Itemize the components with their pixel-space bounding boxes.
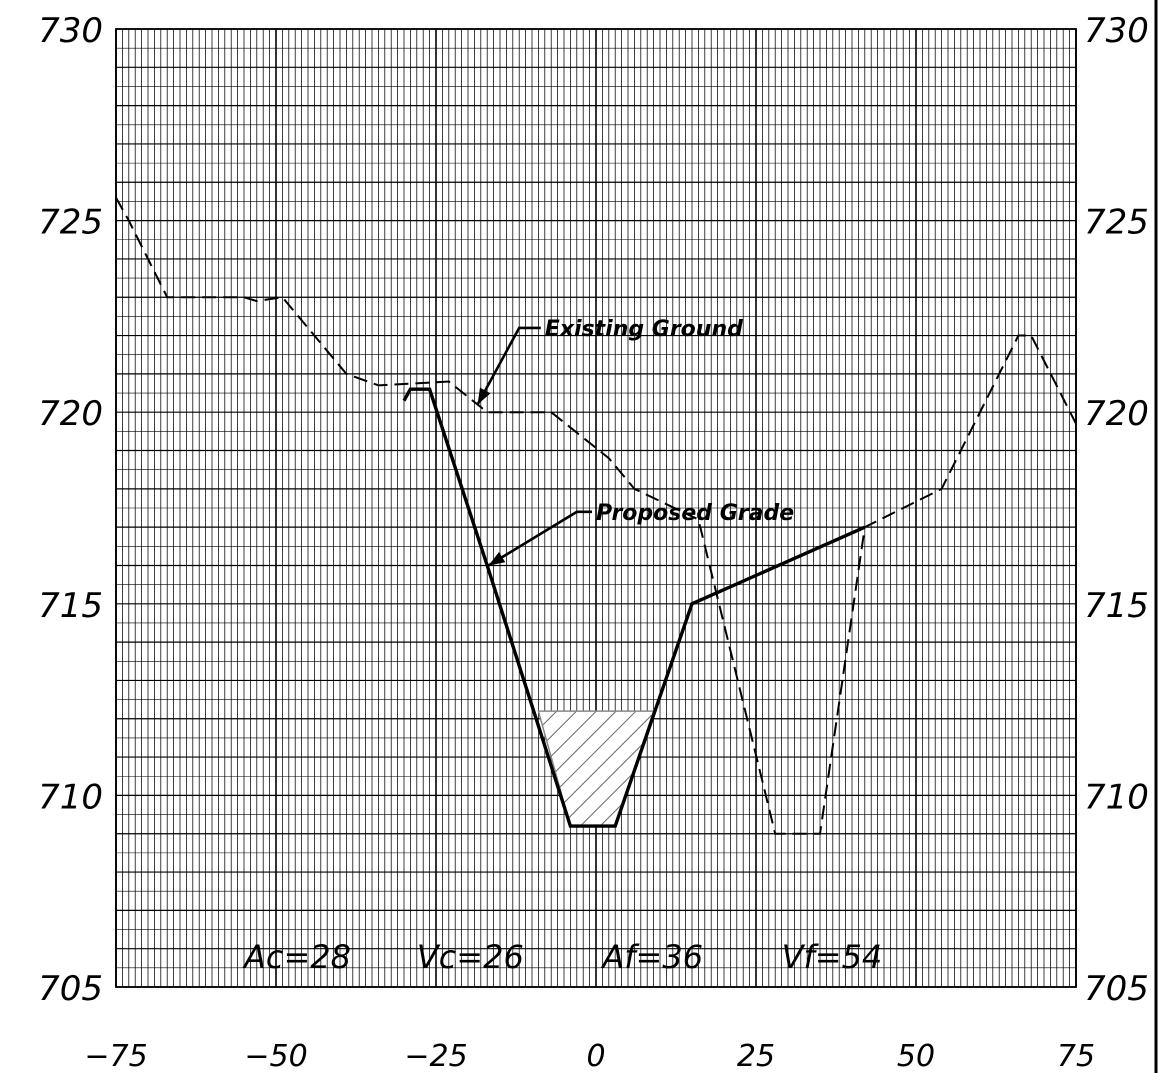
x-tick-label: −25: [404, 1039, 467, 1073]
y-tick-label-right: 715: [1084, 586, 1149, 626]
existing-ground-line: [115, 197, 1077, 835]
y-tick-label-left: 705: [38, 969, 103, 1009]
y-tick-label-left: 710: [38, 777, 103, 817]
y-tick-label-left: 725: [38, 203, 103, 243]
x-tick-label: −50: [244, 1039, 307, 1073]
stat-label: Ac=28: [242, 938, 351, 976]
proposed-grade-label: Proposed Grade: [596, 501, 794, 526]
x-tick-label: 75: [1057, 1039, 1095, 1073]
existing-ground-arrowhead: [477, 387, 491, 405]
y-tick-label-left: 730: [38, 11, 103, 51]
existing-ground-leader-line: [476, 326, 541, 406]
y-tick-label-right: 705: [1084, 969, 1149, 1009]
y-tick-label-right: 710: [1084, 777, 1149, 817]
annotation-layer: Existing Ground Proposed Grade: [476, 317, 794, 567]
stat-label: Vf=54: [782, 938, 883, 976]
y-tick-label-right: 725: [1084, 203, 1149, 243]
y-tick-label-left: 720: [38, 394, 103, 434]
x-tick-label: 50: [897, 1039, 935, 1073]
x-tick-label: 0: [586, 1039, 605, 1073]
x-tick-label: 25: [737, 1039, 775, 1073]
y-tick-label-right: 720: [1084, 394, 1149, 434]
grid: [115, 28, 1077, 988]
x-tick-label: −75: [84, 1039, 147, 1073]
stats-layer: Ac=28 Vc=26 Af=36 Vf=54: [242, 938, 882, 976]
stat-label: Vc=26: [417, 938, 524, 976]
y-tick-label-right: 730: [1084, 11, 1149, 51]
proposed-grade-leader-line: [487, 510, 592, 567]
stat-label: Af=36: [600, 938, 703, 976]
plot-frame: [115, 28, 1077, 988]
proposed-grade-line: [402, 387, 866, 828]
existing-ground-label: Existing Ground: [545, 317, 743, 342]
tick-labels-layer: −75 −50 −25 0 25 50 75 730 725 720 715 710 705 730 725…: [38, 11, 1149, 1073]
series-layer: [115, 197, 1077, 835]
y-tick-label-left: 715: [38, 586, 103, 626]
proposed-grade-arrowhead: [488, 552, 506, 566]
